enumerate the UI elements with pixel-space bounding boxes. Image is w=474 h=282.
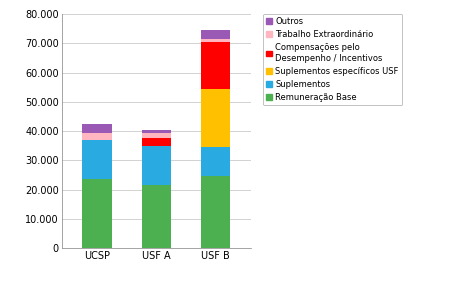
Bar xyxy=(201,147,230,177)
Bar xyxy=(142,133,171,138)
Bar xyxy=(82,140,112,179)
Bar xyxy=(201,177,230,248)
Bar xyxy=(142,130,171,133)
Bar xyxy=(142,185,171,248)
Bar xyxy=(82,179,112,248)
Bar xyxy=(82,133,112,140)
Bar xyxy=(201,30,230,39)
Bar xyxy=(201,89,230,147)
Bar xyxy=(82,124,112,133)
Bar xyxy=(201,39,230,42)
Bar xyxy=(201,42,230,89)
Bar xyxy=(142,138,171,146)
Legend: Outros, Trabalho Extraordinário, Compensações pelo
Desempenho / Incentivos, Supl: Outros, Trabalho Extraordinário, Compens… xyxy=(263,14,402,105)
Bar xyxy=(142,146,171,185)
